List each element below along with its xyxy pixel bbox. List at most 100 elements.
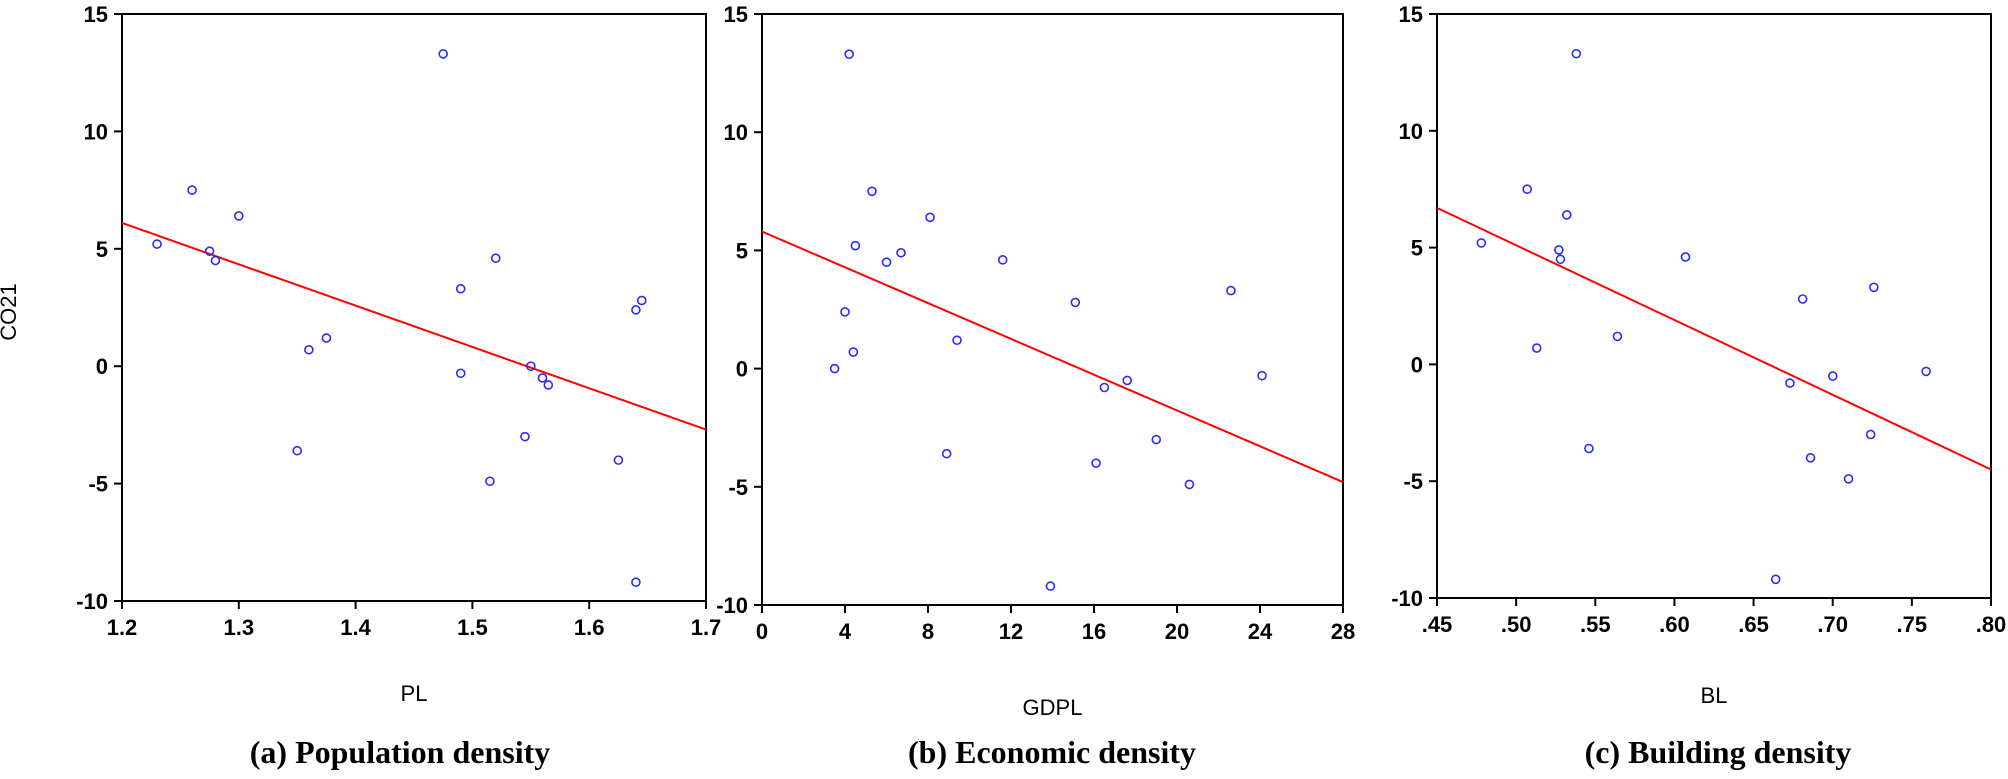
x-tick-label: 1.7 — [691, 615, 722, 640]
data-point — [848, 347, 859, 357]
scatter-panel-1: -10 -5 0 5 10 15 1.2 1.3 1.4 1.5 1.6 1.7 PL CO21 (a) P… — [0, 2, 721, 770]
x-tick-label: .70 — [1817, 612, 1848, 637]
x-tick-label: 16 — [1082, 619, 1106, 644]
y-tick-label: 10 — [724, 120, 748, 145]
data-point — [152, 239, 162, 249]
y-tick-label: -5 — [1403, 469, 1423, 494]
x-tick-label: 1.2 — [107, 615, 138, 640]
x-axis-title: PL — [401, 681, 428, 706]
data-point — [1151, 434, 1162, 445]
data-point — [438, 49, 449, 59]
data-point — [485, 476, 495, 487]
y-tick-label: 5 — [96, 237, 108, 262]
regression-line — [121, 222, 707, 431]
data-point — [1476, 238, 1487, 248]
data-point — [844, 49, 854, 59]
y-tick-label: -10 — [716, 593, 748, 618]
x-tick-label: .50 — [1501, 612, 1532, 637]
data-point — [304, 344, 314, 355]
y-tick-label: 0 — [1411, 352, 1423, 377]
data-point — [1827, 371, 1838, 381]
regression-line — [761, 230, 1344, 483]
data-point — [1184, 479, 1195, 490]
y-tick-label: -10 — [1391, 586, 1423, 611]
data-point — [455, 368, 466, 379]
plot-frame — [761, 13, 1344, 606]
x-tick-label: 20 — [1165, 619, 1189, 644]
data-point — [1045, 581, 1056, 591]
data-point — [840, 307, 850, 317]
x-tick-label: .45 — [1422, 612, 1453, 637]
data-point — [1584, 443, 1594, 454]
data-point — [1122, 375, 1132, 386]
x-tick-label: .80 — [1976, 612, 2007, 637]
y-tick-label: -10 — [76, 589, 108, 614]
data-point — [321, 333, 332, 343]
x-tick-label: 4 — [839, 619, 852, 644]
data-point — [1226, 285, 1236, 296]
data-point — [1869, 282, 1879, 293]
data-point — [187, 185, 197, 195]
x-tick-label: .75 — [1897, 612, 1928, 637]
data-point — [1805, 453, 1816, 463]
data-point — [543, 380, 554, 390]
data-point — [1612, 331, 1623, 342]
data-point — [204, 246, 215, 256]
data-point — [1865, 429, 1876, 440]
y-tick-label: 15 — [1399, 2, 1423, 27]
data-point — [636, 295, 647, 306]
data-point — [525, 361, 536, 372]
x-tick-label: 1.4 — [340, 615, 371, 640]
scatter-panel-3: -10 -5 0 5 10 15 .45 .50 .55 .60 .65 .70 .75 .80 BL (c)… — [1391, 2, 2006, 770]
panel-caption: (c) Building density — [1585, 734, 1852, 770]
data-point — [490, 253, 501, 263]
data-point — [850, 240, 861, 251]
y-tick-label: -5 — [728, 475, 748, 500]
data-point — [997, 255, 1008, 265]
data-point — [1099, 382, 1110, 393]
x-tick-label: 1.6 — [574, 615, 605, 640]
y-tick-label: -5 — [88, 472, 108, 497]
data-point — [1680, 252, 1691, 262]
x-tick-label: 12 — [999, 619, 1023, 644]
y-tick-label: 0 — [736, 357, 748, 382]
data-point — [867, 186, 877, 197]
x-tick-label: .55 — [1580, 612, 1611, 637]
scatter-panel-2: -10 -5 0 5 10 15 0 4 8 12 16 20 24 28 GDPL (b) Economic… — [716, 2, 1355, 770]
x-tick-label: .65 — [1738, 612, 1769, 637]
x-tick-label: 24 — [1248, 619, 1273, 644]
data-point — [613, 455, 624, 465]
y-tick-label: 10 — [1399, 119, 1423, 144]
data-point — [1522, 184, 1533, 194]
data-point — [1554, 245, 1564, 255]
data-point — [941, 448, 952, 459]
panel-caption: (a) Population density — [250, 734, 550, 770]
data-point — [829, 363, 840, 374]
x-axis-title: BL — [1701, 683, 1728, 708]
plot-frame — [121, 13, 707, 602]
y-tick-label: 10 — [84, 119, 108, 144]
data-point — [952, 335, 962, 346]
data-point — [1785, 378, 1795, 388]
panel-caption: (b) Economic density — [908, 734, 1196, 770]
data-point — [1843, 474, 1854, 484]
data-point — [210, 255, 221, 266]
x-tick-label: 0 — [756, 619, 768, 644]
data-point — [292, 445, 303, 456]
plot-frame — [1436, 13, 1992, 599]
y-tick-label: 5 — [736, 238, 748, 263]
x-tick-label: 1.3 — [224, 615, 255, 640]
data-point — [925, 212, 935, 223]
data-point — [1091, 458, 1101, 468]
x-tick-label: 28 — [1331, 619, 1355, 644]
data-point — [537, 373, 548, 383]
y-tick-label: 5 — [1411, 236, 1423, 261]
y-tick-label: 15 — [724, 2, 748, 27]
data-point — [1770, 574, 1781, 585]
data-point — [896, 247, 906, 258]
x-tick-label: 1.5 — [457, 615, 488, 640]
data-point — [1531, 343, 1542, 353]
data-point — [631, 577, 641, 588]
